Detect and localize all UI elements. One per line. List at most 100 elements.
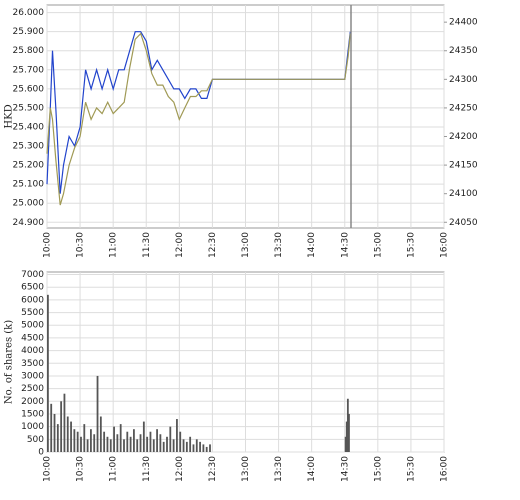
y2-tick-label: 24350 <box>449 46 478 56</box>
bar <box>172 439 175 452</box>
y-tick-label: 6500 <box>21 283 44 293</box>
bar <box>136 439 139 452</box>
bar <box>162 441 165 452</box>
bar <box>166 436 168 452</box>
bar <box>113 426 115 452</box>
y-tick-label: 7000 <box>21 270 44 280</box>
y2-tick-label: 24250 <box>449 103 478 113</box>
y-tick-label: 2500 <box>21 384 44 394</box>
bar <box>169 426 172 452</box>
x-tick-label: 11:00 <box>109 456 119 482</box>
x-tick-label: 11:30 <box>142 456 152 482</box>
x-tick-label: 13:00 <box>241 232 251 258</box>
y2-tick-label: 24100 <box>449 189 478 199</box>
bar <box>119 424 122 452</box>
x-tick-label: 15:00 <box>373 232 383 258</box>
bar <box>70 421 72 452</box>
bar <box>159 434 162 452</box>
y-tick-label: 25.700 <box>13 65 45 75</box>
bar <box>152 439 155 452</box>
bar <box>80 436 82 452</box>
x-tick-label: 15:30 <box>406 232 416 258</box>
y-tick-label: 2000 <box>21 397 44 407</box>
bar <box>182 439 185 452</box>
y-tick-label: 24.900 <box>13 218 45 228</box>
x-tick-label: 10:30 <box>76 456 86 482</box>
bar <box>156 429 158 452</box>
bar <box>133 429 135 452</box>
x-tick-label: 11:30 <box>142 232 152 258</box>
bar <box>146 436 149 452</box>
y-tick-label: 3000 <box>21 371 44 381</box>
x-tick-label: 15:30 <box>406 456 416 482</box>
bar <box>103 431 106 452</box>
bar <box>66 416 69 452</box>
x-tick-label: 13:00 <box>241 456 251 482</box>
bar <box>195 439 198 452</box>
y2-tick-label: 24200 <box>449 132 478 142</box>
bar <box>209 444 211 452</box>
bar <box>139 434 142 452</box>
y-tick-label: 25.900 <box>13 27 45 37</box>
bar <box>126 431 129 452</box>
y-tick-label: 26.000 <box>13 8 45 18</box>
x-tick-label: 12:30 <box>208 456 218 482</box>
bar <box>93 434 96 452</box>
bar <box>83 424 86 452</box>
x-tick-label: 14:30 <box>340 232 350 258</box>
y-tick-label: 25.100 <box>13 180 45 190</box>
bar <box>109 439 112 452</box>
bar <box>50 403 53 452</box>
x-tick-label: 16:00 <box>440 456 450 482</box>
x-tick-label: 11:00 <box>109 232 119 258</box>
bar <box>129 436 132 452</box>
bar <box>344 436 347 452</box>
y-tick-label: 4000 <box>21 346 44 356</box>
y-tick-label: 25.200 <box>13 161 45 171</box>
x-tick-label: 15:00 <box>373 456 383 482</box>
x-tick-label: 12:30 <box>208 232 218 258</box>
bar <box>96 375 99 452</box>
y-tick-label: 25.800 <box>13 46 45 56</box>
series-line <box>46 31 351 194</box>
x-tick-label: 13:30 <box>274 456 284 482</box>
x-tick-label: 10:00 <box>43 456 53 482</box>
x-tick-label: 13:30 <box>274 232 284 258</box>
series-line <box>46 32 351 206</box>
bar <box>99 416 102 452</box>
bar <box>47 294 49 452</box>
x-tick-label: 10:30 <box>76 232 86 258</box>
bar <box>185 441 188 452</box>
y-tick-label: 25.300 <box>13 142 45 152</box>
bar <box>53 413 56 452</box>
bar <box>63 393 66 452</box>
bar <box>199 441 201 452</box>
y-tick-label: 25.600 <box>13 84 45 94</box>
bar <box>142 421 145 452</box>
x-tick-label: 12:00 <box>175 232 185 258</box>
bar <box>189 436 192 452</box>
y-tick-label: 3500 <box>21 359 44 369</box>
bar <box>56 424 59 452</box>
y-tick-label: 1500 <box>21 409 44 419</box>
x-tick-label: 16:00 <box>440 232 450 258</box>
bar <box>60 401 63 452</box>
y-tick-label: 25.400 <box>13 122 45 132</box>
y-tick-label: 5500 <box>21 308 44 318</box>
x-tick-label: 14:00 <box>307 456 317 482</box>
bar <box>73 429 76 452</box>
y2-tick-label: 24050 <box>449 218 478 228</box>
y-tick-label: 4500 <box>21 333 44 343</box>
x-tick-label: 12:00 <box>175 456 185 482</box>
y-tick-label: 6000 <box>21 295 44 305</box>
bar <box>90 429 92 452</box>
bar <box>345 421 348 452</box>
x-tick-label: 14:30 <box>340 456 350 482</box>
y-tick-label: 1000 <box>21 422 44 432</box>
bar <box>176 419 178 452</box>
bar <box>123 439 125 452</box>
x-tick-label: 14:00 <box>307 232 317 258</box>
y2-tick-label: 24150 <box>449 161 478 171</box>
bar <box>202 444 205 452</box>
